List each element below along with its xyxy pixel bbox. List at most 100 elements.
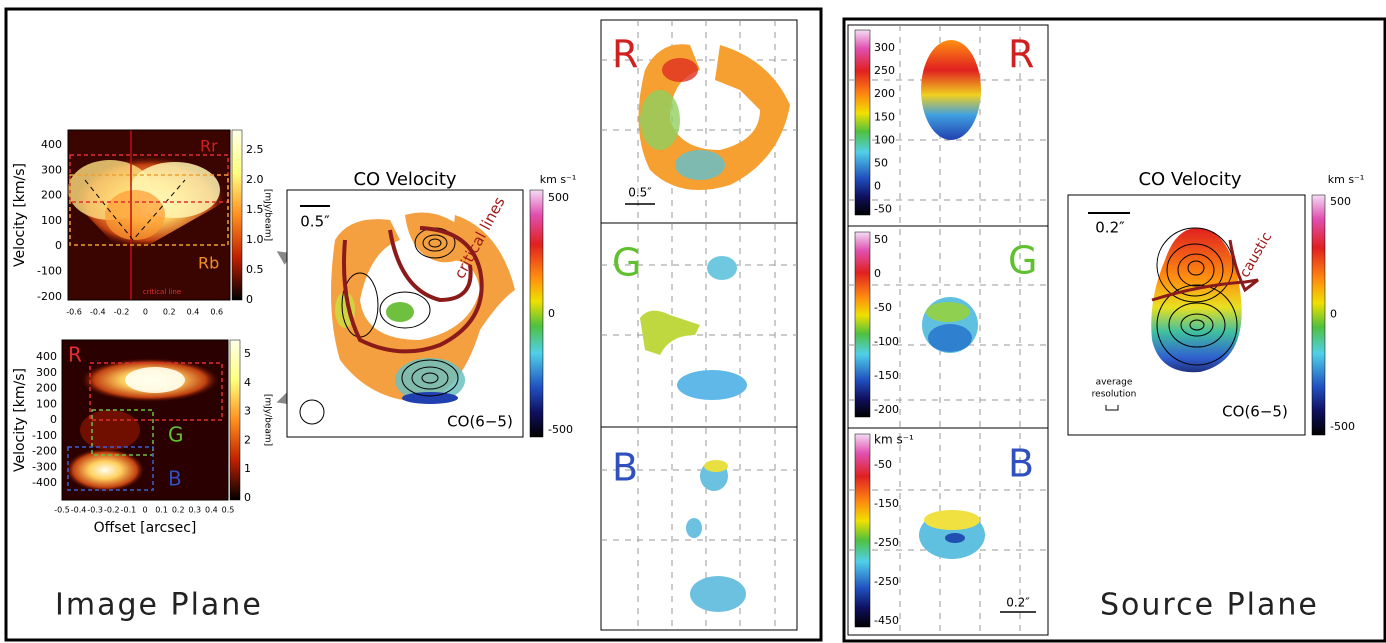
shape [91, 409, 154, 456]
x-tick-label: -0.4 [71, 506, 87, 515]
x-tick-label: 0.2 [172, 506, 185, 515]
y-tick-label: 0 [55, 239, 62, 252]
shape [707, 256, 737, 280]
colorbar-unit: km s⁻¹ [540, 173, 577, 186]
shape [1311, 194, 1326, 436]
colorbar-tick-label: 50 [874, 157, 888, 170]
shape [1180, 313, 1214, 337]
channel-label: B [612, 446, 638, 490]
shape [921, 40, 981, 140]
y-tick-label: 300 [41, 163, 62, 176]
shape [80, 410, 140, 450]
x-tick-label: 0.5 [222, 506, 235, 515]
region-label: Rb [198, 254, 219, 273]
scale-bar-label: 0.5″ [300, 213, 330, 231]
shape [704, 460, 728, 472]
shape [924, 510, 980, 530]
x-tick-label: 0.1 [155, 506, 168, 515]
shape [342, 226, 484, 354]
y-tick-label: -200 [32, 445, 57, 458]
shape [331, 215, 515, 402]
colorbar-tick-label: 1 [244, 462, 251, 475]
colorbar-tick-label: 200 [874, 87, 895, 100]
shape [662, 58, 698, 82]
region-label: G [168, 423, 184, 447]
channel-label: G [1008, 239, 1037, 283]
colorbar-unit: km s⁻¹ [1328, 173, 1365, 186]
colorbar-tick-label: 250 [874, 64, 895, 77]
shape [84, 179, 186, 241]
y-tick-label: 100 [36, 397, 57, 410]
y-tick-label: 100 [41, 214, 62, 227]
x-tick-label: 0.6 [210, 308, 223, 317]
colorbar-tick-label: -50 [874, 301, 892, 314]
x-tick-label: 0.3 [188, 506, 201, 515]
y-tick-label: 400 [41, 138, 62, 151]
x-tick-label: -0.3 [87, 506, 103, 515]
shape [411, 366, 449, 390]
shape [640, 90, 680, 150]
shape [640, 310, 700, 355]
x-tick-label: -0.2 [114, 308, 130, 317]
shape [61, 339, 229, 501]
shape [1189, 319, 1205, 331]
shape [229, 339, 241, 501]
shape [1187, 260, 1205, 276]
colorbar-tick-label: 5 [244, 347, 251, 360]
shape [69, 174, 229, 246]
x-tick-label: -0.4 [90, 308, 106, 317]
shape [105, 190, 165, 240]
shape [1166, 243, 1224, 297]
channel-label: R [612, 33, 638, 77]
colorbar-tick-label: 4 [244, 376, 251, 389]
colorbar-tick-label: 500 [548, 191, 569, 204]
map-title: CO Velocity [353, 169, 456, 190]
map-title: CO Velocity [1138, 169, 1241, 190]
note: resolution [1092, 390, 1137, 400]
channel-maps: R G B 0.5″ [600, 19, 798, 631]
region-label: B [168, 467, 182, 491]
shape [945, 533, 965, 543]
shape [231, 129, 243, 301]
y-tick-label: 400 [36, 350, 57, 363]
shape [89, 362, 223, 421]
channel-label: R [1008, 33, 1034, 77]
shape [1151, 239, 1259, 302]
pv-top: Rr Rb critical line Velocity [km/s] [mJy… [12, 129, 273, 301]
shape [1156, 227, 1234, 303]
colorbar-tick-label: 0 [244, 491, 251, 504]
shape [1105, 405, 1119, 411]
colorbar-tick-label: -150 [874, 497, 899, 510]
y-tick-label: 200 [36, 382, 57, 395]
y-tick-label: -300 [32, 460, 57, 473]
x-tick-label: -0.2 [104, 506, 120, 515]
y-axis-label: Velocity [km/s] [12, 368, 28, 472]
channel-label: B [1008, 442, 1034, 486]
x-tick-label: -0.5 [54, 506, 70, 515]
shape [1177, 253, 1215, 287]
pv-bottom: R G B Velocity [km/s] Offset [arcsec] [m… [12, 339, 273, 536]
shape [677, 370, 747, 400]
shape [421, 372, 439, 384]
shape [402, 392, 458, 404]
shape [379, 291, 431, 329]
colorbar-tick-label: 150 [874, 110, 895, 123]
colorbar-tick-label: -100 [874, 335, 899, 348]
y-tick-label: 300 [36, 366, 57, 379]
x-tick-label: -0.6 [66, 308, 82, 317]
y-tick-label: 200 [41, 189, 62, 202]
colorbar-unit: km s⁻¹ [874, 433, 914, 447]
shape [529, 189, 544, 438]
colorbar-label: [mJy/beam] [263, 189, 273, 241]
shape [854, 29, 871, 216]
shape [125, 367, 185, 393]
shape [1151, 227, 1242, 373]
colorbar-tick-label: 0 [874, 180, 881, 193]
panel-label: Image Plane [55, 588, 263, 623]
panel-label: Source Plane [1100, 588, 1319, 623]
shape [428, 238, 442, 248]
colorbar-tick-label: 0 [874, 267, 881, 280]
colorbar-tick-label: -250 [874, 536, 899, 549]
scale-bar-label: 0.2″ [1006, 596, 1030, 610]
